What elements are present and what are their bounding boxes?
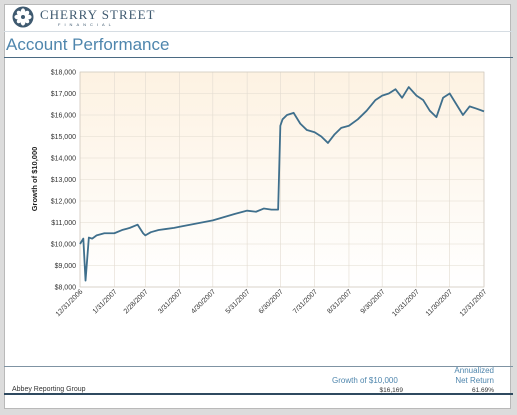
x-tick-label: 3/31/2007: [157, 288, 184, 315]
x-tick-label: 1/31/2007: [92, 288, 119, 315]
y-tick-label: $18,000: [51, 70, 76, 77]
company-name: Abbey Reporting Group: [12, 386, 86, 393]
y-tick-label: $12,000: [51, 199, 76, 206]
y-tick-label: $16,000: [51, 113, 76, 120]
y-tick-label: $11,000: [51, 220, 76, 227]
return-label-line2: Net Return: [455, 376, 494, 385]
x-tick-label: 12/31/2007: [459, 288, 489, 318]
y-tick-label: $9,000: [55, 263, 77, 270]
growth-label: Growth of $10,000: [332, 376, 398, 385]
x-tick-label: 9/30/2007: [360, 288, 387, 315]
x-tick-label: 4/30/2007: [190, 288, 217, 315]
y-axis-label: Growth of $10,000: [30, 147, 39, 212]
brand-name: CHERRY STREET: [40, 7, 156, 22]
header-divider: [4, 31, 513, 32]
x-tick-label: 7/31/2007: [292, 288, 319, 315]
x-tick-label: 12/31/2006: [55, 288, 85, 318]
growth-value: $16,169: [379, 387, 404, 394]
x-tick-label: 10/31/2007: [391, 288, 421, 318]
x-tick-label: 6/30/2007: [258, 288, 285, 315]
brand-tagline: FINANCIAL: [58, 22, 115, 27]
title-divider: [4, 57, 513, 58]
return-value: 61.69%: [471, 387, 494, 394]
return-label-line1: Annualized: [454, 366, 494, 375]
x-tick-label: 11/30/2007: [425, 288, 454, 317]
y-tick-label: $8,000: [55, 285, 77, 292]
y-tick-label: $10,000: [51, 242, 76, 249]
footer-divider: [4, 366, 513, 367]
series-line: [79, 86, 485, 282]
cherry-blossom-icon: [12, 6, 34, 28]
plot-border: [79, 71, 485, 288]
x-tick-label: 5/31/2007: [225, 288, 252, 315]
x-tick-label: 2/28/2007: [123, 288, 150, 315]
y-tick-label: $14,000: [51, 156, 76, 163]
y-tick-label: $15,000: [51, 134, 76, 141]
y-tick-label: $17,000: [51, 91, 76, 98]
y-tick-label: $13,000: [51, 177, 76, 184]
page-title: Account Performance: [6, 35, 170, 54]
bottom-border: [4, 393, 513, 395]
x-tick-label: 8/31/2007: [326, 288, 353, 315]
